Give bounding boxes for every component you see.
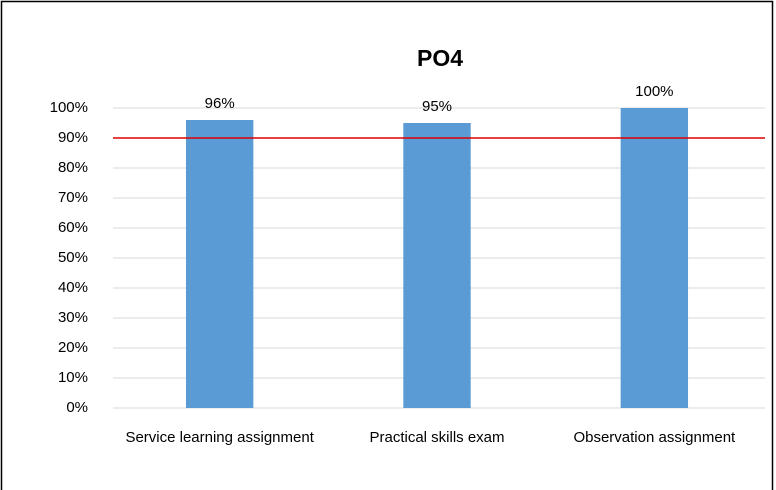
y-tick-label: 70% [58,189,88,206]
bar [620,108,689,408]
y-tick-label: 0% [66,399,88,416]
y-tick-label: 60% [58,219,88,236]
x-tick-label: Service learning assignment [125,429,314,446]
y-tick-label: 10% [58,369,88,386]
y-tick-label: 40% [58,279,88,296]
bar [403,123,471,408]
y-tick-label: 100% [50,99,88,116]
x-tick-label: Practical skills exam [369,429,505,446]
y-tick-label: 90% [58,129,88,146]
y-tick-label: 20% [58,339,88,356]
value-label: 100% [635,83,673,100]
x-tick-label: Observation assignment [573,429,736,446]
y-tick-label: 50% [58,249,88,266]
y-tick-label: 30% [58,309,88,326]
y-tick-label: 80% [58,159,88,176]
chart-title: PO4 [417,45,463,71]
bar [185,120,254,408]
value-label: 96% [205,95,235,112]
value-label: 95% [422,98,452,115]
